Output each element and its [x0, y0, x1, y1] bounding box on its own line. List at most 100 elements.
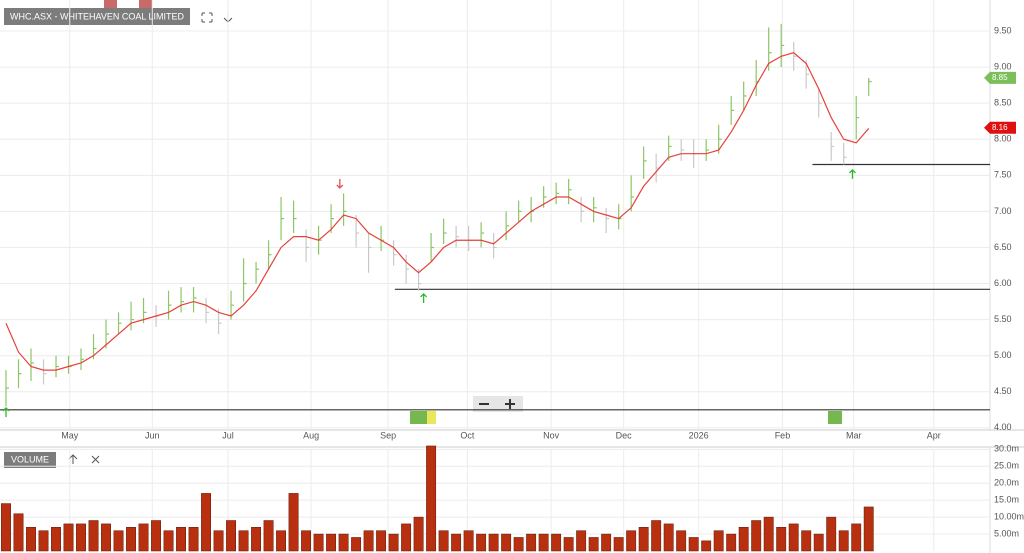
- y-tick-label: 6.50: [994, 242, 1012, 252]
- volume-bar: [63, 523, 74, 552]
- move-up-button[interactable]: [68, 454, 78, 464]
- volume-title: VOLUME: [11, 454, 49, 464]
- price-tag: [984, 71, 1016, 84]
- volume-bar: [251, 527, 262, 552]
- volume-bar: [13, 513, 24, 552]
- volume-bar: [263, 520, 274, 552]
- volume-bar: [1, 503, 11, 552]
- volume-bar: [513, 537, 524, 552]
- volume-bar: [701, 540, 712, 552]
- volume-bar: [826, 516, 837, 552]
- x-tick-label: Dec: [616, 430, 633, 440]
- volume-bar: [38, 530, 49, 552]
- volume-bar: [476, 533, 487, 552]
- volume-bar: [713, 530, 724, 552]
- zoom-in-button[interactable]: [505, 399, 515, 409]
- event-tag[interactable]: [828, 411, 842, 424]
- signal-arrow: [336, 178, 344, 189]
- x-tick-label: Feb: [775, 430, 791, 440]
- event-tag[interactable]: [139, 0, 152, 9]
- y-tick-label: 4.50: [994, 386, 1012, 396]
- volume-bar: [326, 533, 337, 552]
- volume-bar: [838, 530, 849, 552]
- event-tag[interactable]: [104, 0, 117, 9]
- volume-title-box: [4, 452, 56, 468]
- volume-bar: [576, 530, 587, 552]
- volume-bar: [688, 537, 699, 552]
- volume-bar: [751, 520, 762, 552]
- volume-bar: [76, 523, 86, 552]
- event-tag[interactable]: [410, 411, 427, 424]
- price-tag-label: 8.85: [992, 73, 1008, 82]
- x-tick-label: Mar: [846, 430, 862, 440]
- x-tick-label: Nov: [543, 430, 560, 440]
- y-tick-label: 15.0m: [994, 495, 1019, 505]
- volume-bar: [176, 527, 186, 552]
- volume-bar: [388, 533, 399, 552]
- volume-bar: [51, 527, 61, 552]
- volume-bar: [588, 537, 599, 552]
- y-tick-label: 20.0m: [994, 478, 1019, 488]
- x-tick-label: Sep: [380, 430, 396, 440]
- volume-bar: [663, 523, 674, 552]
- volume-bar: [101, 523, 111, 552]
- volume-bar: [238, 530, 249, 552]
- volume-bar: [88, 520, 99, 552]
- y-tick-label: 10.00m: [994, 511, 1024, 521]
- signal-arrow: [420, 293, 428, 303]
- volume-bar: [113, 530, 124, 552]
- volume-bar: [313, 533, 324, 552]
- volume-bar: [813, 533, 824, 552]
- volume-bar: [851, 523, 862, 552]
- volume-bar: [401, 523, 412, 552]
- volume-bar: [301, 530, 312, 552]
- volume-bar: [351, 537, 362, 552]
- x-tick-label: 2026: [689, 430, 709, 440]
- volume-bar: [776, 527, 787, 552]
- chart-title: WHC.ASX - WHITEHAVEN COAL LIMITED: [10, 11, 185, 21]
- x-tick-label: Oct: [460, 430, 475, 440]
- volume-bar: [626, 530, 637, 552]
- y-tick-label: 7.00: [994, 206, 1012, 216]
- volume-bar: [426, 445, 437, 552]
- volume-bar: [188, 527, 199, 552]
- volume-bar: [276, 530, 287, 552]
- y-tick-label: 6.00: [994, 278, 1012, 288]
- volume-bar: [226, 520, 236, 552]
- y-tick-label: 30.0m: [994, 444, 1019, 454]
- volume-bar: [438, 530, 449, 552]
- volume-bar: [413, 516, 424, 552]
- price-tag-label: 8.16: [992, 123, 1008, 132]
- fullscreen-button[interactable]: [201, 12, 213, 23]
- volume-bar: [763, 516, 774, 552]
- volume-bar: [551, 533, 562, 552]
- close-button[interactable]: [91, 455, 100, 464]
- volume-bar: [501, 533, 512, 552]
- volume-bar: [488, 533, 499, 552]
- volume-bar: [451, 533, 462, 552]
- x-tick-label: Jun: [145, 430, 160, 440]
- x-tick-label: Jul: [222, 430, 234, 440]
- y-tick-label: 5.50: [994, 314, 1012, 324]
- volume-bar: [151, 520, 161, 552]
- y-tick-label: 9.00: [994, 61, 1012, 71]
- event-tag[interactable]: [427, 411, 436, 424]
- y-tick-label: 8.00: [994, 134, 1012, 144]
- volume-bar: [288, 493, 299, 552]
- volume-bar: [726, 533, 737, 552]
- volume-bar: [138, 523, 149, 552]
- volume-bar: [213, 530, 224, 552]
- volume-bar: [26, 527, 36, 552]
- volume-bar: [601, 533, 612, 552]
- y-tick-label: 5.00m: [994, 528, 1019, 538]
- volume-bar: [676, 530, 687, 552]
- y-tick-label: 5.00: [994, 350, 1012, 360]
- x-tick-label: May: [61, 430, 79, 440]
- volume-bar: [738, 527, 749, 552]
- signal-arrow: [2, 407, 10, 417]
- y-tick-label: 8.50: [994, 98, 1012, 108]
- volume-bar: [788, 523, 799, 552]
- volume-bar: [376, 530, 387, 552]
